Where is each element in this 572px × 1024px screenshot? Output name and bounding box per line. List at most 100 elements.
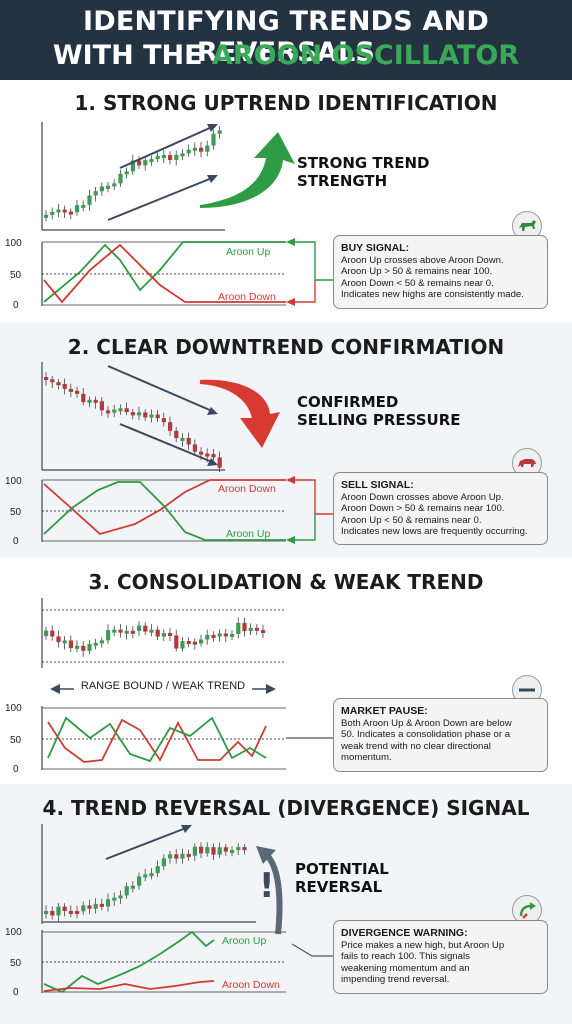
candle [130,885,135,889]
reversal-curve-arrow [256,846,283,935]
candle [106,410,111,414]
candle [62,209,67,213]
candle [99,186,104,192]
consolidation-chart: RANGE BOUND / WEAK TREND 100 50 0 [5,598,333,775]
candle [168,422,173,431]
trend-channel-arrows [107,365,218,466]
connector-lines [291,943,333,957]
candle [186,149,191,154]
candle [62,906,67,911]
box-line: Price makes a new high, but Aroon Up [341,939,505,951]
candle [149,414,154,418]
candle [50,211,55,215]
box-line: fails to reach 100. This signals [341,951,470,963]
aroon-axes [41,930,286,993]
aroon-up-label: Aroon Up [226,528,271,540]
higher-high-arrow [105,825,192,860]
divergence-warning-box: DIVERGENCE WARNING: Price makes a new hi… [333,920,548,994]
price-candles [44,842,247,922]
candle [137,412,142,416]
price-axes [41,122,225,231]
box-title: MARKET PAUSE: [341,705,428,717]
candle [217,633,222,637]
candle [87,399,92,403]
candle [81,645,86,651]
candle [199,639,204,644]
aroon-up-line [47,716,267,763]
aroon-down-label: Aroon Down [218,291,276,303]
candle [75,390,80,394]
candle [112,897,117,901]
trend-channel-arrows [107,124,218,221]
candle [174,154,179,160]
candle [205,634,210,640]
candle [223,847,228,852]
tick-100: 100 [5,927,22,938]
downtrend-chart: 100 50 0 Aroon Down Aroon Up [5,362,333,547]
candle [192,147,197,151]
candle [168,155,173,160]
callout-line: STRONG TREND [297,154,430,172]
candle [236,847,241,851]
candle [205,145,210,152]
candle [118,895,123,899]
candle [217,130,222,134]
candle [174,430,179,439]
price-candles [44,126,222,222]
candle [68,910,73,914]
candle [44,911,49,915]
box-line: Indicates new lows are frequently occurr… [341,526,528,538]
box-line: 50. Indicates a consolidation phase or a [341,729,511,741]
candle [217,457,222,468]
candle [143,874,148,878]
candle [130,160,135,172]
callout-line: REVERSAL [295,878,383,896]
range-label: RANGE BOUND / WEAK TREND [81,680,245,692]
callout-line: POTENTIAL [295,860,389,878]
callout-line: SELLING PRESSURE [297,411,461,429]
connector-lines [286,238,333,306]
candle [75,645,80,649]
box-line: Aroon Down < 50 & remains near 0. [341,277,494,289]
candle [44,377,49,380]
candle [62,384,67,389]
candle [211,634,216,638]
candle [87,905,92,909]
candle [192,641,197,645]
candle [99,401,104,411]
callout-potential-reversal: POTENTIAL REVERSAL [295,860,389,896]
box-title: BUY SIGNAL: [341,242,410,254]
aroon-up-label: Aroon Up [226,246,271,258]
section-title: 2. CLEAR DOWNTREND CONFIRMATION [67,335,505,359]
box-title: SELL SIGNAL: [341,479,414,491]
aroon-down-label: Aroon Down [222,979,280,991]
candle [211,454,216,458]
buy-signal-box: BUY SIGNAL: Aroon Up crosses above Aroon… [333,235,548,309]
callout-line: CONFIRMED [297,393,399,411]
candle [81,393,86,403]
header-title-line2: WITH THE AROON OSCILLATOR [0,40,572,71]
candle [118,629,123,633]
candle [50,379,55,383]
candle [230,633,235,637]
box-line: Indicates new highs are consistently mad… [341,289,524,301]
header-banner: IDENTIFYING TRENDS AND REVERSALS WITH TH… [0,0,572,80]
candle [205,453,210,457]
candle [124,886,129,896]
candle [155,414,160,419]
candle [56,382,61,386]
candle [143,160,148,166]
candle [81,905,86,912]
candle [230,850,235,854]
candle [205,847,210,854]
candle [186,437,191,445]
candle [130,412,135,416]
section-title: 3. CONSOLIDATION & WEAK TREND [88,570,484,594]
candle [149,159,154,163]
candle [112,629,117,633]
candle [236,622,241,634]
box-line: Aroon Up > 50 & remains near 100. [341,266,493,278]
header-title-prefix: WITH THE [52,40,212,71]
section-title: 1. STRONG UPTREND IDENTIFICATION [74,91,498,115]
candle [137,160,142,166]
